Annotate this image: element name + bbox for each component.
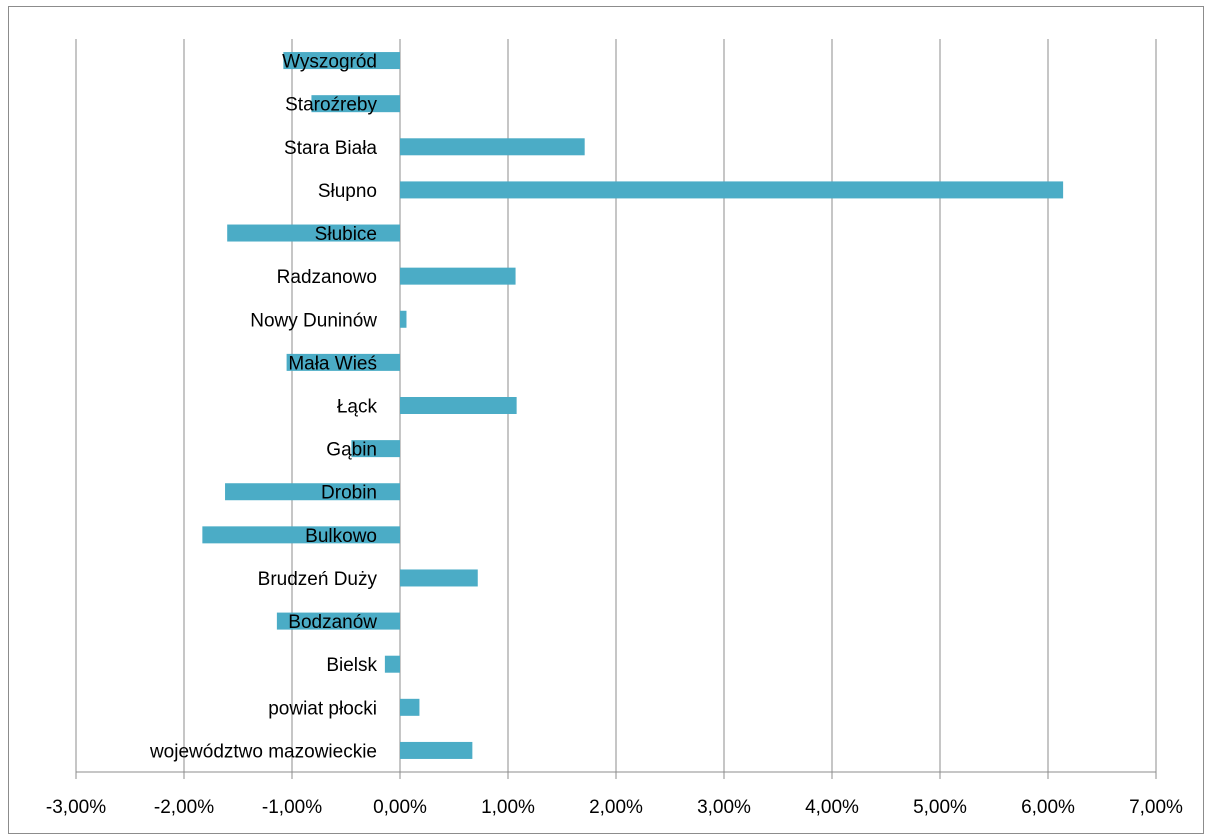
category-label: Stara Biała xyxy=(284,138,377,159)
x-tick-label: 0,00% xyxy=(373,797,427,818)
category-label: Drobin xyxy=(321,483,377,504)
category-label: Słupno xyxy=(318,181,377,202)
category-label: Nowy Duninów xyxy=(250,310,377,331)
bar xyxy=(400,181,1064,199)
x-tick-label: 2,00% xyxy=(589,797,643,818)
bar xyxy=(311,95,400,113)
gridlines xyxy=(75,39,1157,779)
bar xyxy=(384,655,400,673)
bar-chart: Wyszogród Staroźreby Stara Biała Słupno Słub… xyxy=(46,39,1183,818)
x-tick-label: 5,00% xyxy=(913,797,967,818)
x-tick-label: 1,00% xyxy=(481,797,535,818)
category-label: Bielsk xyxy=(326,655,377,676)
category-label: Mała Wieś xyxy=(288,353,377,374)
category-label: Gąbin xyxy=(326,440,377,461)
x-tick-label: 4,00% xyxy=(805,797,859,818)
x-tick-label: -1,00% xyxy=(262,797,322,818)
bar xyxy=(227,224,400,242)
category-label: Wyszogród xyxy=(282,52,377,73)
bar xyxy=(400,310,407,328)
chart-frame: Wyszogród Staroźreby Stara Biała Słupno Słub… xyxy=(8,6,1204,834)
x-tick-label: 7,00% xyxy=(1129,797,1183,818)
bar xyxy=(400,569,478,587)
bar xyxy=(400,698,420,716)
bar xyxy=(400,741,473,759)
bar xyxy=(225,483,400,501)
category-label: Radzanowo xyxy=(277,267,377,288)
x-tick-label: 6,00% xyxy=(1021,797,1075,818)
category-label: powiat płocki xyxy=(268,698,377,719)
category-label: Łąck xyxy=(337,397,378,418)
bar xyxy=(351,440,400,458)
bar xyxy=(286,353,400,371)
category-labels: Wyszogród Staroźreby Stara Biała Słupno Słub… xyxy=(149,52,378,763)
category-label: Brudzeń Duży xyxy=(258,569,378,590)
x-tick-label: 3,00% xyxy=(697,797,751,818)
x-tick-label: -2,00% xyxy=(154,797,214,818)
category-label: Bodzanów xyxy=(288,612,377,633)
bar xyxy=(400,138,585,156)
bar xyxy=(202,526,400,544)
x-tick-labels: -3,00% -2,00% -1,00% 0,00% 1,00% 2,00% 3,00% 4,… xyxy=(46,797,1183,818)
bars xyxy=(202,52,1064,759)
bar xyxy=(283,52,400,70)
category-label: Bulkowo xyxy=(305,526,377,547)
bar xyxy=(400,397,517,414)
x-tick-label: -3,00% xyxy=(46,797,106,818)
category-label: Staroźreby xyxy=(285,95,377,116)
category-label: Słubice xyxy=(315,224,377,245)
bar xyxy=(400,267,516,285)
category-label: województwo mazowieckie xyxy=(149,741,377,762)
bar xyxy=(276,612,400,630)
